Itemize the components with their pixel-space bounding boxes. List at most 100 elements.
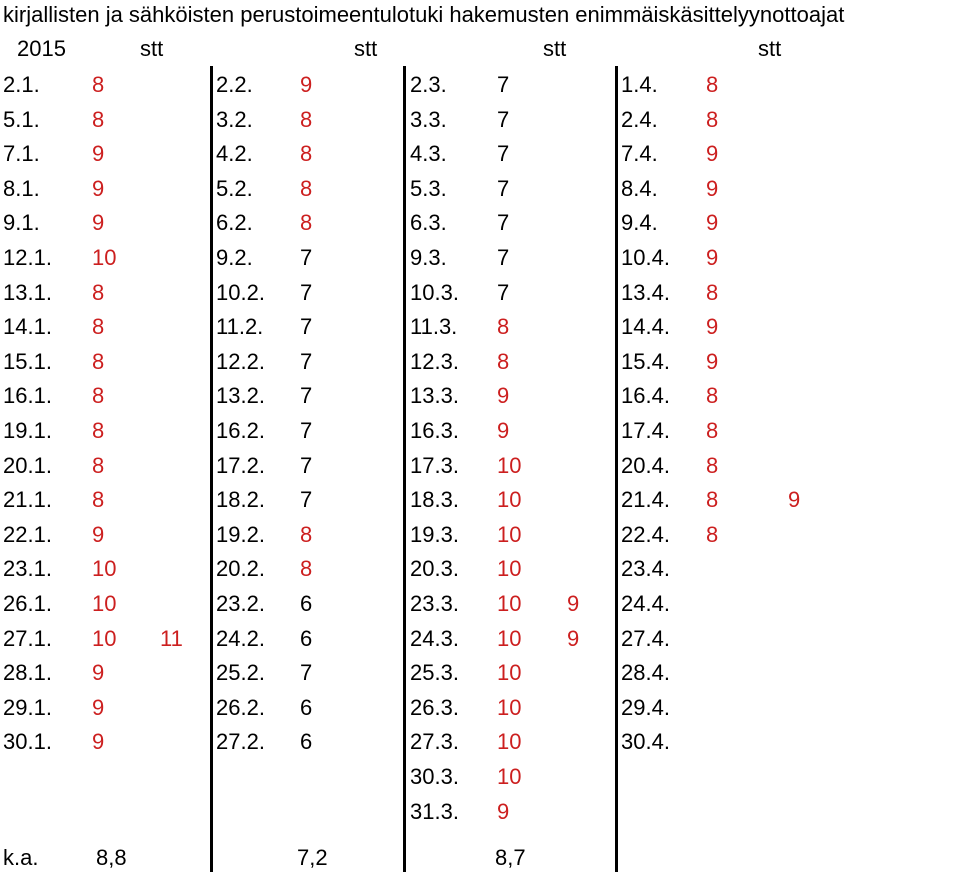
- value-cell: 10: [497, 764, 522, 789]
- stt-header-2: stt: [354, 36, 378, 61]
- date-cell: 29.1.: [3, 694, 52, 720]
- date-cell: 8.1.: [3, 175, 40, 201]
- value-cell: 10: [497, 729, 522, 755]
- value-cell: 7: [300, 660, 313, 686]
- value-cell: 7: [300, 348, 313, 374]
- date-cell: 3.3.: [410, 106, 447, 132]
- date-cell: 9.4.: [621, 210, 658, 236]
- date-cell: 13.3.: [410, 383, 459, 409]
- date-cell: 15.4.: [621, 348, 670, 374]
- value-cell: 8: [706, 279, 719, 305]
- date-cell: 24.3.: [410, 625, 459, 651]
- date-cell: 16.1.: [3, 383, 52, 409]
- value-cell: 8: [300, 141, 313, 167]
- value-cell: 8: [706, 487, 719, 513]
- stt-header-1: stt: [140, 36, 164, 61]
- column-divider: [615, 66, 618, 872]
- average-february: 7,2: [297, 845, 328, 870]
- value-cell: 8: [300, 210, 313, 236]
- value-cell: 8: [300, 556, 313, 582]
- value-cell: 9: [92, 729, 105, 755]
- date-cell: 28.4.: [621, 660, 670, 686]
- date-cell: 28.1.: [3, 660, 52, 686]
- date-cell: 17.3.: [410, 452, 459, 478]
- average-january: 8,8: [96, 845, 127, 870]
- date-cell: 3.2.: [216, 106, 253, 132]
- value-cell: 8: [300, 175, 313, 201]
- value-cell: 6: [300, 591, 313, 616]
- date-cell: 12.2.: [216, 348, 265, 374]
- date-cell: 31.3.: [410, 798, 459, 824]
- extra-value-cell: 9: [567, 591, 580, 616]
- value-cell: 10: [497, 591, 522, 616]
- date-cell: 12.1.: [3, 245, 52, 270]
- value-cell: 10: [92, 625, 117, 651]
- value-cell: 10: [92, 245, 117, 270]
- date-cell: 26.1.: [3, 591, 52, 616]
- date-cell: 9.1.: [3, 210, 40, 236]
- value-cell: 7: [497, 72, 510, 97]
- date-cell: 2.2.: [216, 72, 253, 97]
- value-cell: 8: [706, 521, 719, 547]
- value-cell: 9: [706, 245, 719, 270]
- value-cell: 7: [300, 383, 313, 409]
- date-cell: 7.4.: [621, 141, 658, 167]
- date-cell: 22.1.: [3, 521, 52, 547]
- value-cell: 8: [706, 383, 719, 409]
- value-cell: 9: [92, 694, 105, 720]
- value-cell: 7: [300, 245, 313, 270]
- value-cell: 7: [497, 175, 510, 201]
- date-cell: 10.3.: [410, 279, 459, 305]
- value-cell: 8: [92, 452, 105, 478]
- date-cell: 20.1.: [3, 452, 52, 478]
- value-cell: 9: [92, 521, 105, 547]
- date-cell: 15.1.: [3, 348, 52, 374]
- date-cell: 20.3.: [410, 556, 459, 582]
- average-label: k.a.: [3, 845, 39, 870]
- value-cell: 8: [706, 418, 719, 443]
- date-cell: 7.1.: [3, 141, 40, 167]
- value-cell: 8: [92, 106, 105, 132]
- date-cell: 2.4.: [621, 106, 658, 132]
- stt-header-4: stt: [758, 36, 782, 61]
- date-cell: 27.1.: [3, 625, 52, 651]
- value-cell: 9: [497, 383, 510, 409]
- value-cell: 7: [300, 314, 313, 340]
- date-cell: 2.1.: [3, 72, 40, 97]
- value-cell: 7: [300, 452, 313, 478]
- value-cell: 6: [300, 729, 313, 755]
- value-cell: 7: [497, 106, 510, 132]
- date-cell: 14.4.: [621, 314, 670, 340]
- date-cell: 1.4.: [621, 72, 658, 97]
- value-cell: 8: [92, 383, 105, 409]
- value-cell: 10: [497, 625, 522, 651]
- value-cell: 9: [92, 660, 105, 686]
- value-cell: 9: [92, 175, 105, 201]
- stt-header-3: stt: [543, 36, 567, 61]
- date-cell: 5.2.: [216, 175, 253, 201]
- sheet-title: kirjallisten ja sähköisten perustoimeent…: [3, 2, 845, 27]
- date-cell: 2.3.: [410, 72, 447, 97]
- value-cell: 10: [497, 452, 522, 478]
- date-cell: 17.4.: [621, 418, 670, 443]
- extra-value-cell: 9: [788, 487, 801, 513]
- value-cell: 10: [92, 591, 117, 616]
- value-cell: 8: [92, 72, 105, 97]
- value-cell: 8: [92, 348, 105, 374]
- value-cell: 7: [497, 279, 510, 305]
- year-label: 2015: [17, 36, 66, 61]
- date-cell: 13.2.: [216, 383, 265, 409]
- date-cell: 18.2.: [216, 487, 265, 513]
- value-cell: 7: [497, 210, 510, 236]
- date-cell: 21.1.: [3, 487, 52, 513]
- date-cell: 26.3.: [410, 694, 459, 720]
- value-cell: 8: [92, 314, 105, 340]
- value-cell: 9: [706, 348, 719, 374]
- value-cell: 8: [92, 487, 105, 513]
- value-cell: 9: [706, 314, 719, 340]
- value-cell: 9: [706, 210, 719, 236]
- average-march: 8,7: [495, 845, 526, 870]
- date-cell: 10.4.: [621, 245, 670, 270]
- value-cell: 10: [497, 487, 522, 513]
- value-cell: 7: [300, 418, 313, 443]
